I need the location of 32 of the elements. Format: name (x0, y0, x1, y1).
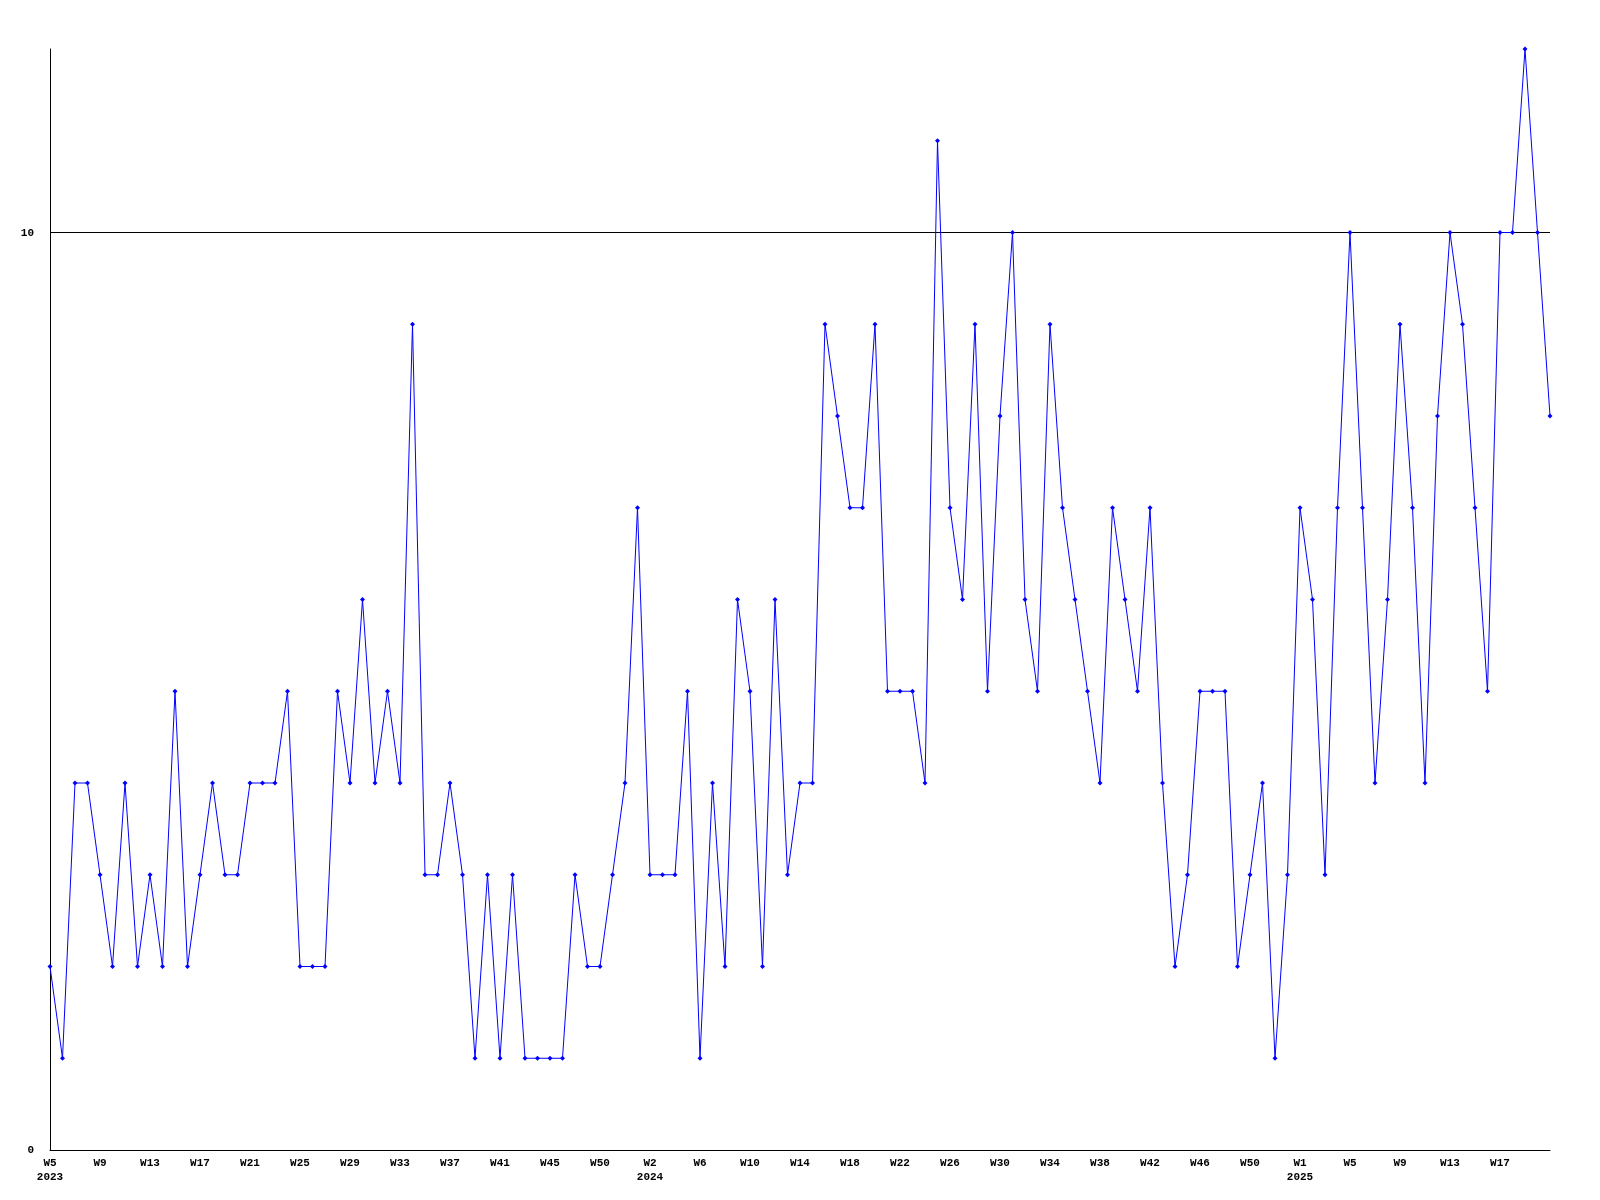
x-tick-label: W33 (390, 1157, 411, 1169)
x-tick-label: W18 (840, 1157, 861, 1169)
x-tick-label: W26 (940, 1157, 960, 1169)
x-tick-label: W21 (240, 1157, 261, 1169)
x-tick-label: W13 (1440, 1157, 1461, 1169)
x-tick-label: W1 2025 (1286, 1157, 1314, 1183)
x-tick-label: W46 (1190, 1157, 1210, 1169)
x-tick-label: W45 (540, 1157, 561, 1169)
x-tick-label: W50 (590, 1157, 610, 1169)
x-tick-label: W5 2023 (36, 1157, 64, 1183)
x-tick-label: W42 (1140, 1157, 1160, 1169)
y-tick-label: 0 (27, 1144, 34, 1156)
x-tick-label: W14 (790, 1157, 811, 1169)
x-tick-label: W2 2024 (636, 1157, 664, 1183)
x-tick-label: W6 (693, 1157, 707, 1169)
x-tick-label: W13 (140, 1157, 161, 1169)
x-tick-label: W17 (1490, 1157, 1510, 1169)
x-tick-label: W29 (340, 1157, 360, 1169)
x-tick-label: W37 (440, 1157, 460, 1169)
x-tick-label: W41 (490, 1157, 511, 1169)
x-tick-label: W9 (1393, 1157, 1407, 1169)
x-tick-label: W9 (93, 1157, 107, 1169)
x-tick-label: W10 (740, 1157, 760, 1169)
x-tick-label: W34 (1040, 1157, 1061, 1169)
x-tick-label: W22 (890, 1157, 910, 1169)
x-tick-label: W17 (190, 1157, 210, 1169)
x-tick-label: W25 (290, 1157, 311, 1169)
x-tick-label: W38 (1090, 1157, 1111, 1169)
x-tick-label: W5 (1343, 1157, 1357, 1169)
y-tick-label: 10 (20, 226, 34, 239)
x-tick-label: W30 (990, 1157, 1010, 1169)
x-tick-label: W50 (1240, 1157, 1260, 1169)
